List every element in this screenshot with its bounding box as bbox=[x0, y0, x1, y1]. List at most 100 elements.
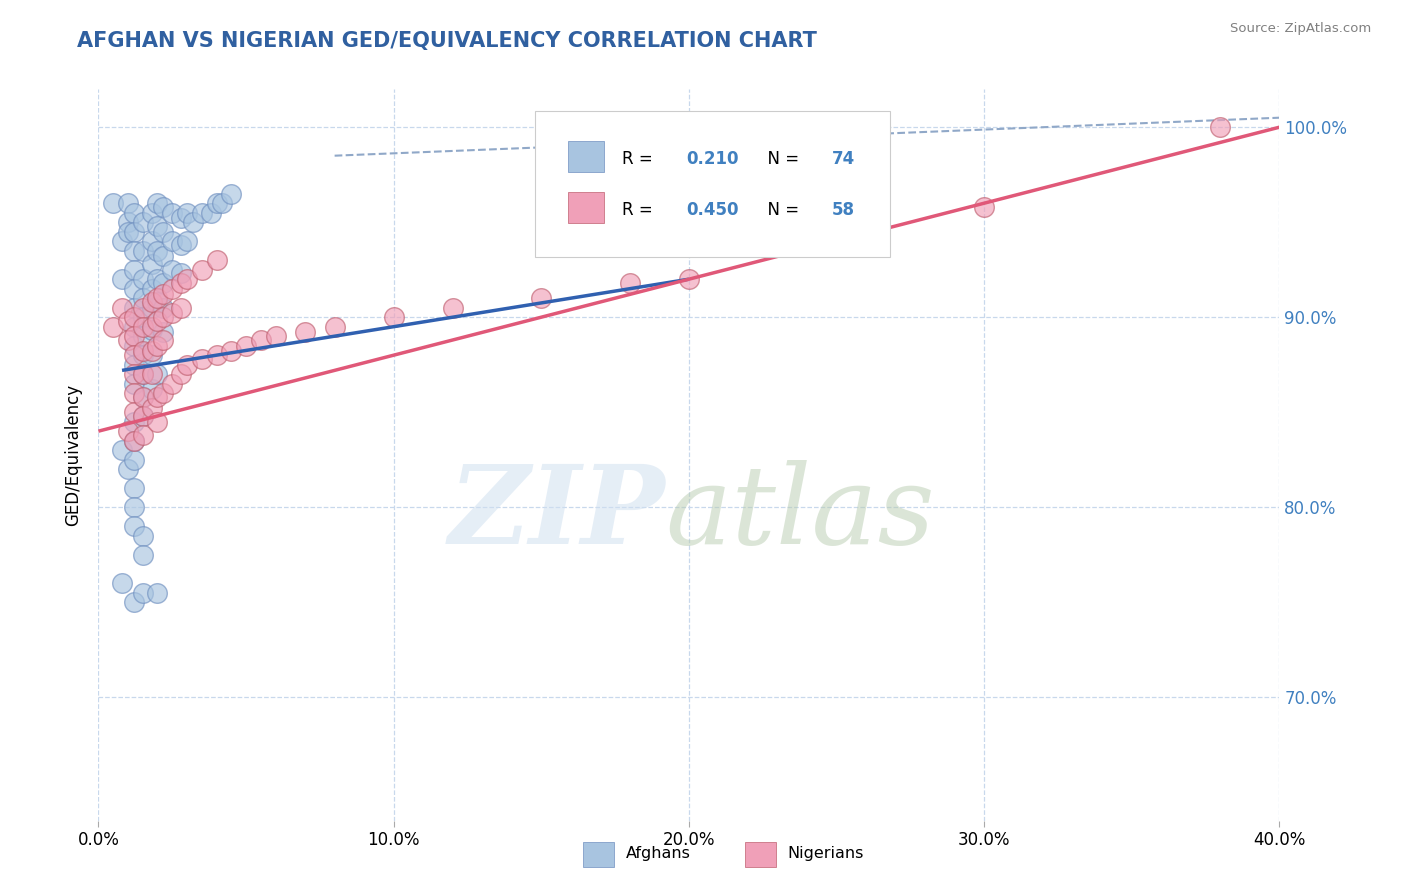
Point bbox=[132, 409, 155, 423]
Point bbox=[146, 219, 169, 233]
Point bbox=[205, 196, 228, 211]
Point bbox=[111, 576, 134, 591]
Point bbox=[122, 415, 145, 429]
Point bbox=[170, 367, 193, 381]
Point bbox=[132, 428, 155, 442]
Point bbox=[132, 548, 155, 562]
Point bbox=[122, 405, 145, 419]
Point bbox=[117, 215, 139, 229]
Point bbox=[117, 314, 139, 328]
Point bbox=[205, 253, 228, 268]
Point bbox=[122, 481, 145, 495]
Point bbox=[132, 585, 155, 599]
Point bbox=[170, 238, 193, 252]
Point bbox=[152, 225, 174, 239]
Point bbox=[146, 291, 169, 305]
Point bbox=[152, 249, 174, 263]
Point bbox=[132, 348, 155, 362]
Point bbox=[122, 595, 145, 609]
Point bbox=[132, 367, 155, 381]
Point bbox=[117, 462, 139, 476]
Point bbox=[132, 409, 155, 423]
Point bbox=[132, 310, 155, 325]
Point bbox=[122, 339, 145, 353]
Point bbox=[152, 333, 174, 347]
Point bbox=[176, 272, 198, 286]
Point bbox=[122, 452, 145, 467]
Point bbox=[132, 319, 155, 334]
Point bbox=[678, 272, 700, 286]
Point bbox=[211, 196, 233, 211]
Point bbox=[146, 339, 169, 353]
Point bbox=[181, 215, 204, 229]
Point bbox=[117, 196, 139, 211]
Point bbox=[141, 367, 163, 381]
Text: Afghans: Afghans bbox=[626, 847, 690, 861]
Text: AFGHAN VS NIGERIAN GED/EQUIVALENCY CORRELATION CHART: AFGHAN VS NIGERIAN GED/EQUIVALENCY CORRE… bbox=[77, 31, 817, 51]
Point bbox=[117, 225, 139, 239]
Point bbox=[122, 244, 145, 258]
Point bbox=[117, 424, 139, 438]
Point bbox=[141, 282, 163, 296]
Point bbox=[132, 215, 155, 229]
Point bbox=[141, 301, 163, 315]
Point bbox=[191, 351, 214, 366]
Point bbox=[146, 314, 169, 328]
Point bbox=[191, 205, 214, 219]
Text: ZIP: ZIP bbox=[449, 459, 665, 567]
Point bbox=[132, 291, 155, 305]
Point bbox=[176, 358, 198, 372]
Point bbox=[141, 383, 163, 397]
Point bbox=[141, 348, 163, 362]
Point bbox=[122, 434, 145, 448]
Point bbox=[162, 306, 183, 320]
Point bbox=[141, 257, 163, 271]
Point bbox=[122, 386, 145, 401]
FancyBboxPatch shape bbox=[568, 141, 605, 172]
Point bbox=[152, 386, 174, 401]
Point bbox=[122, 500, 145, 515]
Point bbox=[170, 211, 193, 226]
Y-axis label: GED/Equivalency: GED/Equivalency bbox=[65, 384, 83, 526]
Text: Source: ZipAtlas.com: Source: ZipAtlas.com bbox=[1230, 22, 1371, 36]
Point bbox=[146, 295, 169, 310]
FancyBboxPatch shape bbox=[568, 193, 605, 223]
Point bbox=[103, 196, 125, 211]
Point bbox=[382, 310, 405, 325]
Point bbox=[111, 272, 134, 286]
Point bbox=[141, 401, 163, 416]
Point bbox=[122, 519, 145, 533]
Point bbox=[170, 276, 193, 290]
Point bbox=[619, 276, 641, 290]
Text: R =: R = bbox=[621, 201, 658, 219]
Point bbox=[132, 529, 155, 543]
Point bbox=[146, 585, 169, 599]
Text: 58: 58 bbox=[832, 201, 855, 219]
Point bbox=[152, 326, 174, 340]
Point bbox=[152, 310, 174, 325]
Point bbox=[122, 225, 145, 239]
Point bbox=[146, 244, 169, 258]
Text: 74: 74 bbox=[832, 150, 855, 168]
Point bbox=[205, 348, 228, 362]
Point bbox=[162, 282, 183, 296]
FancyBboxPatch shape bbox=[536, 112, 890, 258]
Point bbox=[122, 301, 145, 315]
Point bbox=[103, 319, 125, 334]
Point bbox=[117, 333, 139, 347]
Point bbox=[132, 329, 155, 343]
Point bbox=[146, 415, 169, 429]
Text: R =: R = bbox=[621, 150, 658, 168]
Point bbox=[141, 319, 163, 334]
Point bbox=[132, 390, 155, 404]
Text: 0.210: 0.210 bbox=[686, 150, 740, 168]
Point bbox=[146, 367, 169, 381]
Point bbox=[122, 205, 145, 219]
Text: Nigerians: Nigerians bbox=[787, 847, 863, 861]
Point bbox=[122, 376, 145, 391]
Point bbox=[221, 186, 243, 201]
Point bbox=[221, 344, 243, 359]
Point bbox=[122, 358, 145, 372]
Point bbox=[122, 329, 145, 343]
Point bbox=[132, 272, 155, 286]
